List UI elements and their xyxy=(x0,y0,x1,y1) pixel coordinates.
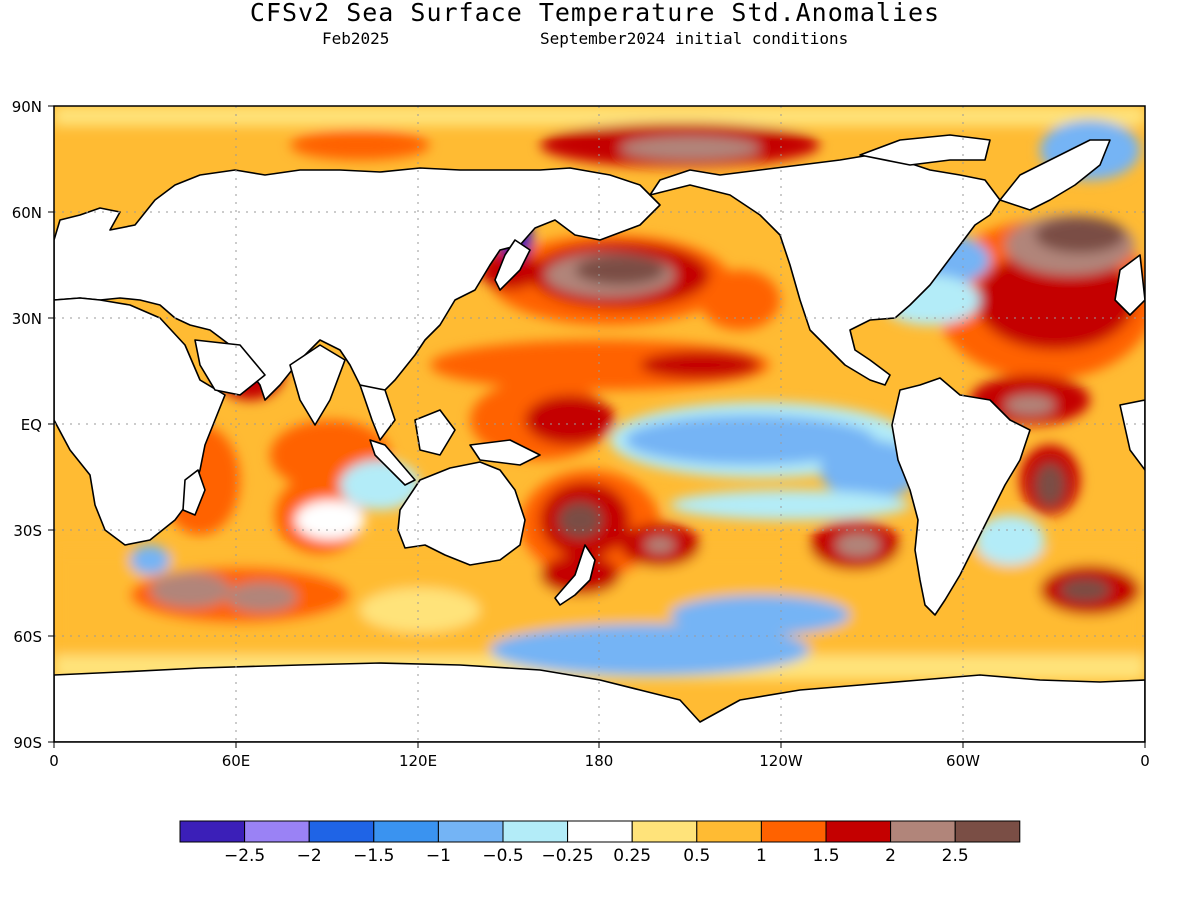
colorbar-tick-label: 2.5 xyxy=(941,846,969,866)
colorbar-swatch xyxy=(760,820,827,843)
india-landmass xyxy=(289,344,346,426)
arctic-islands xyxy=(859,134,991,166)
colorbar-tick-label: −1 xyxy=(425,846,451,866)
graticule xyxy=(54,106,1145,742)
lon-label: 60E xyxy=(222,752,251,770)
colorbar-swatch xyxy=(890,820,956,843)
lat-label: 30N xyxy=(12,310,42,328)
lon-label: 0 xyxy=(1140,752,1150,770)
colorbar-swatch xyxy=(179,820,246,843)
new-zealand-landmass xyxy=(554,544,596,606)
colorbar-swatch xyxy=(954,820,1021,843)
indochina-landmass xyxy=(359,384,396,441)
lat-label: 30S xyxy=(13,522,42,540)
ocean-field xyxy=(54,106,1145,742)
colorbar-swatch xyxy=(825,820,892,843)
colorbar-tick-label: −0.25 xyxy=(541,846,594,866)
arabia-landmass xyxy=(194,339,266,396)
europe-landmass xyxy=(1114,254,1145,316)
colorbar-tick-label: 2 xyxy=(885,846,897,866)
antarctica-landmass xyxy=(54,662,1145,742)
latitude-labels: 90N 60N 30N EQ 30S 60S 90S xyxy=(12,98,42,752)
colorbar-swatch xyxy=(631,820,698,843)
colorbar-tick-label: 0.25 xyxy=(613,846,652,866)
new-guinea-landmass xyxy=(469,439,541,466)
map-title: CFSv2 Sea Surface Temperature Std.Anomal… xyxy=(249,0,941,27)
colorbar-tick-label: −1.5 xyxy=(353,846,395,866)
axis-ticks xyxy=(48,105,1146,748)
colorbar-tick-label: 1.5 xyxy=(812,846,840,866)
greenland-landmass xyxy=(999,139,1111,211)
lat-label: 90S xyxy=(13,734,42,752)
valid-month-label: Feb2025 xyxy=(322,29,390,48)
eurasia-landmass xyxy=(54,167,661,401)
colorbar-tick-label: −2 xyxy=(296,846,322,866)
lat-label: 60N xyxy=(12,204,42,222)
lon-label: 60W xyxy=(946,752,980,770)
lat-label: 90N xyxy=(12,98,42,116)
colorbar-swatch xyxy=(567,820,633,843)
south-america-landmass xyxy=(891,377,1031,616)
colorbar-swatch xyxy=(437,820,504,843)
borneo-landmass xyxy=(414,409,456,456)
colorbar-tick-label: −0.5 xyxy=(482,846,524,866)
colorbar-tick-label: 1 xyxy=(755,846,767,866)
colorbar-swatch xyxy=(696,820,762,843)
lon-label: 0 xyxy=(49,752,59,770)
lon-label: 180 xyxy=(585,752,614,770)
colorbar-tick-label: −2.5 xyxy=(223,846,266,866)
longitude-labels: 0 60E 120E 180 120W 60W 0 xyxy=(49,752,1150,770)
africa-east-edge xyxy=(1119,399,1145,471)
africa-landmass xyxy=(54,297,226,546)
colorbar-swatch xyxy=(502,820,569,843)
lon-label: 120E xyxy=(399,752,437,770)
japan-landmass xyxy=(494,239,531,291)
lat-label: 60S xyxy=(13,628,42,646)
north-america-landmass xyxy=(649,154,1001,386)
initial-conditions-label: September2024 initial conditions xyxy=(540,29,849,48)
colorbar-swatch xyxy=(308,820,375,843)
colorbar xyxy=(179,820,1021,843)
australia-landmass xyxy=(397,461,526,566)
colorbar-swatch xyxy=(373,820,439,843)
lon-label: 120W xyxy=(759,752,803,770)
madagascar-landmass xyxy=(182,469,206,516)
coastlines xyxy=(54,134,1145,742)
colorbar-swatch xyxy=(244,820,310,843)
colorbar-tick-label: 0.5 xyxy=(683,846,711,866)
lat-label: EQ xyxy=(21,416,42,434)
sumatra-landmass xyxy=(369,439,416,486)
